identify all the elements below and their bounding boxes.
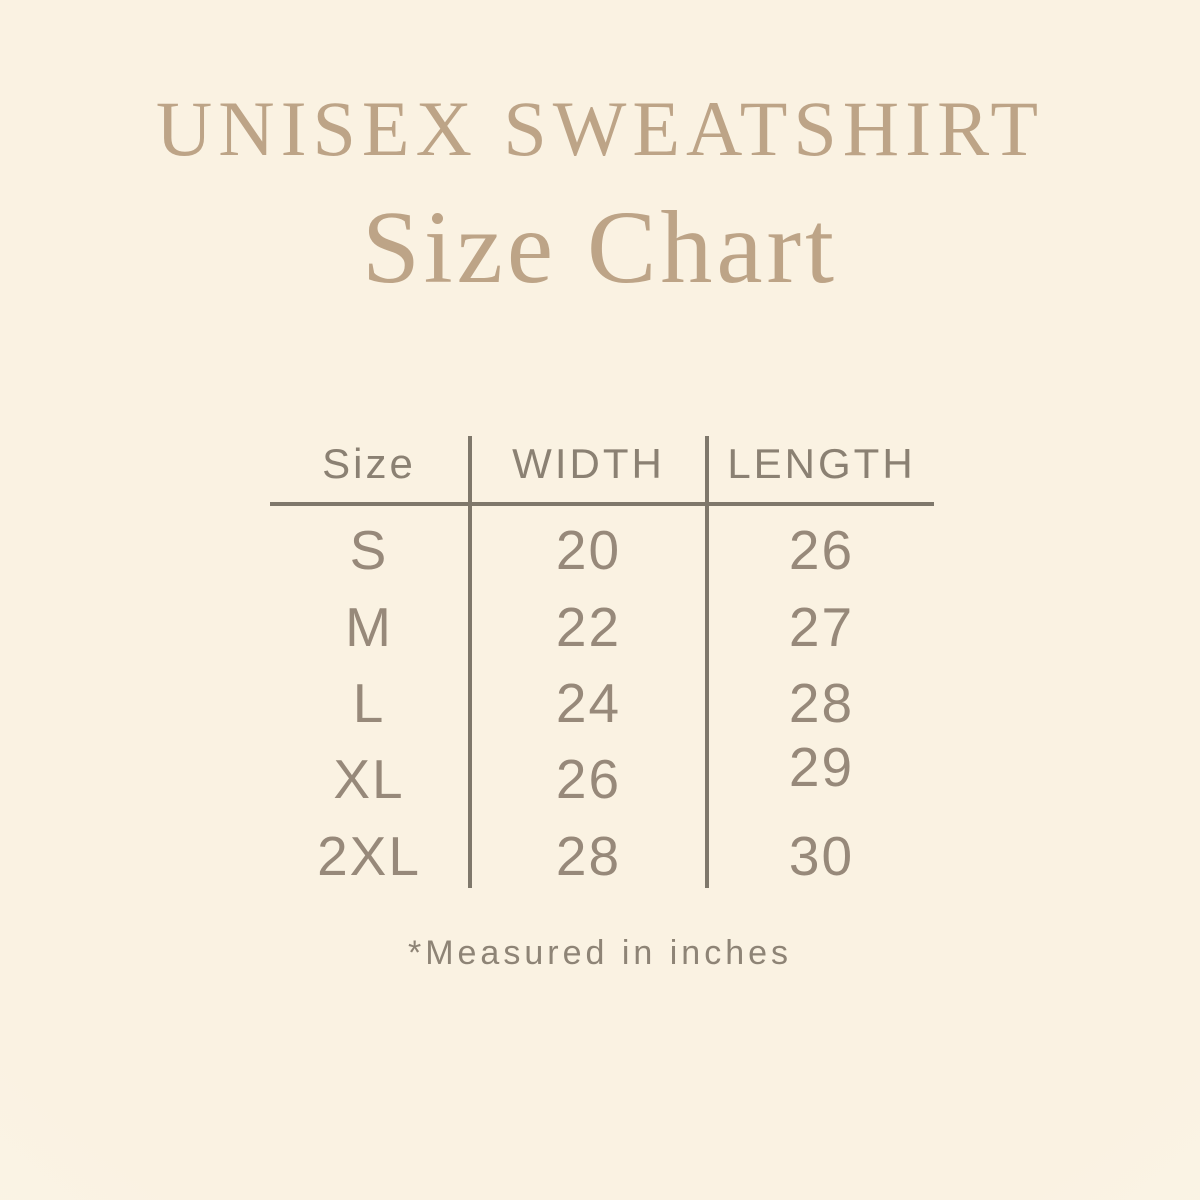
length-cell: 28 [788,671,855,734]
measurement-footnote: *Measured in inches [407,934,793,972]
size-cell: S [270,506,472,583]
length-cell: 27 [788,595,855,658]
length-cell: 26 [788,519,855,582]
size-cell: XL [270,735,472,812]
column-header-width: WIDTH [472,436,709,506]
width-cell: 22 [472,582,709,659]
width-cell: 26 [472,735,709,812]
length-cell: 29 [788,736,855,799]
width-cell: 28 [472,811,709,888]
size-cell: M [270,582,472,659]
width-cell: 20 [472,506,709,583]
page-title: UNISEX SWEATSHIRT [155,85,1045,172]
size-cell: L [270,658,472,736]
page-subtitle: Size Chart [361,190,839,305]
column-header-size: Size [270,436,472,506]
size-cell: 2XL [270,811,472,888]
column-header-length: LENGTH [709,436,934,506]
size-chart-table: Size WIDTH LENGTH S 20 26 M 22 27 L 24 2… [270,436,934,888]
length-cell: 30 [788,824,855,887]
width-cell: 24 [472,658,709,736]
